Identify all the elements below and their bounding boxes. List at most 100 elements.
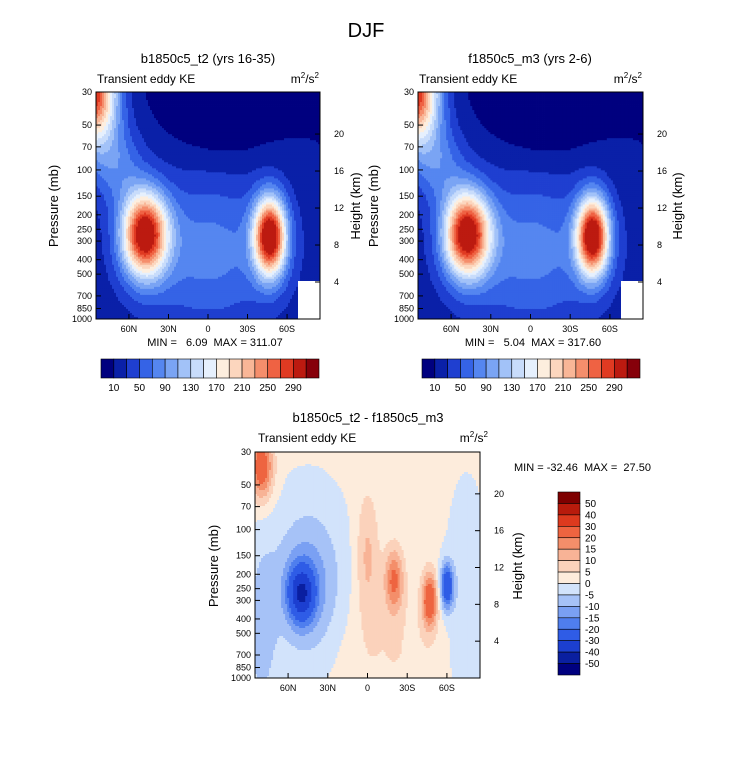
contour-cell (270, 148, 273, 151)
contour-cell (262, 122, 265, 125)
contour-cell (180, 106, 183, 109)
contour-cell (266, 110, 269, 113)
contour-cell (300, 100, 303, 103)
contour-cell (122, 140, 125, 143)
contour-cell (312, 112, 315, 115)
contour-cell (236, 124, 239, 127)
contour-cell (196, 118, 199, 121)
contour-cell (284, 170, 287, 173)
contour-cell (108, 144, 111, 147)
contour-cell (134, 102, 137, 105)
contour-cell (130, 160, 133, 163)
contour-cell (118, 136, 121, 139)
contour-cell (166, 134, 169, 137)
contour-cell (168, 146, 171, 149)
contour-cell (112, 98, 115, 101)
contour-cell (104, 140, 107, 143)
contour-cell (114, 178, 117, 181)
contour-cell (98, 108, 101, 111)
contour-cell (314, 110, 317, 113)
contour-cell (286, 110, 289, 113)
contour-cell (310, 178, 313, 181)
contour-cell (162, 136, 165, 139)
contour-cell (150, 104, 153, 107)
contour-cell (128, 124, 131, 127)
contour-cell (250, 114, 253, 117)
contour-cell (250, 98, 253, 101)
contour-cell (252, 108, 255, 111)
contour-cell (266, 176, 269, 179)
contour-cell (282, 110, 285, 113)
contour-cell (104, 160, 107, 163)
contour-cell (214, 174, 217, 177)
contour-cell (154, 142, 157, 145)
contour-cell (180, 140, 183, 143)
contour-cell (302, 130, 305, 133)
contour-cell (290, 154, 293, 157)
contour-cell (270, 154, 273, 157)
contour-cell (166, 164, 169, 167)
contour-cell (258, 126, 261, 129)
contour-cell (314, 120, 317, 123)
contour-cell (222, 120, 225, 123)
contour-cell (314, 126, 317, 129)
contour-cell (312, 120, 315, 123)
contour-cell (106, 180, 109, 183)
contour-cell (154, 106, 157, 109)
contour-cell (122, 144, 125, 147)
contour-cell (162, 154, 165, 157)
contour-cell (126, 172, 129, 175)
contour-cell (180, 138, 183, 141)
contour-cell (202, 146, 205, 149)
contour-cell (288, 116, 291, 119)
contour-cell (218, 166, 221, 169)
contour-cell (222, 112, 225, 115)
contour-cell (142, 160, 145, 163)
contour-cell (192, 160, 195, 163)
contour-cell (102, 110, 105, 113)
contour-cell (282, 118, 285, 121)
contour-cell (212, 156, 215, 159)
contour-cell (114, 100, 117, 103)
contour-cell (102, 130, 105, 133)
contour-cell (142, 144, 145, 147)
contour-cell (188, 140, 191, 143)
contour-cell (186, 150, 189, 153)
contour-cell (162, 98, 165, 101)
contour-cell (242, 172, 245, 175)
contour-cell (190, 148, 193, 151)
contour-cell (272, 144, 275, 147)
contour-cell (118, 156, 121, 159)
contour-cell (232, 146, 235, 149)
contour-cell (128, 142, 131, 145)
contour-cell (246, 130, 249, 133)
contour-cell (240, 108, 243, 111)
contour-cell (98, 154, 101, 157)
contour-cell (236, 104, 239, 107)
contour-cell (112, 152, 115, 155)
contour-cell (276, 106, 279, 109)
contour-cell (300, 102, 303, 105)
contour-cell (252, 132, 255, 135)
contour-cell (314, 128, 317, 131)
contour-cell (272, 158, 275, 161)
contour-cell (160, 178, 163, 181)
contour-cell (282, 130, 285, 133)
contour-cell (120, 104, 123, 107)
contour-cell (224, 154, 227, 157)
contour-cell (122, 162, 125, 165)
contour-cell (284, 120, 287, 123)
contour-cell (148, 172, 151, 175)
contour-cell (166, 130, 169, 133)
contour-cell (164, 94, 167, 97)
contour-cell (184, 156, 187, 159)
contour-cell (286, 156, 289, 159)
contour-cell (294, 120, 297, 123)
contour-cell (286, 132, 289, 135)
contour-cell (248, 146, 251, 149)
contour-cell (164, 168, 167, 171)
contour-cell (230, 166, 233, 169)
contour-cell (242, 126, 245, 129)
contour-cell (196, 138, 199, 141)
contour-cell (188, 116, 191, 119)
